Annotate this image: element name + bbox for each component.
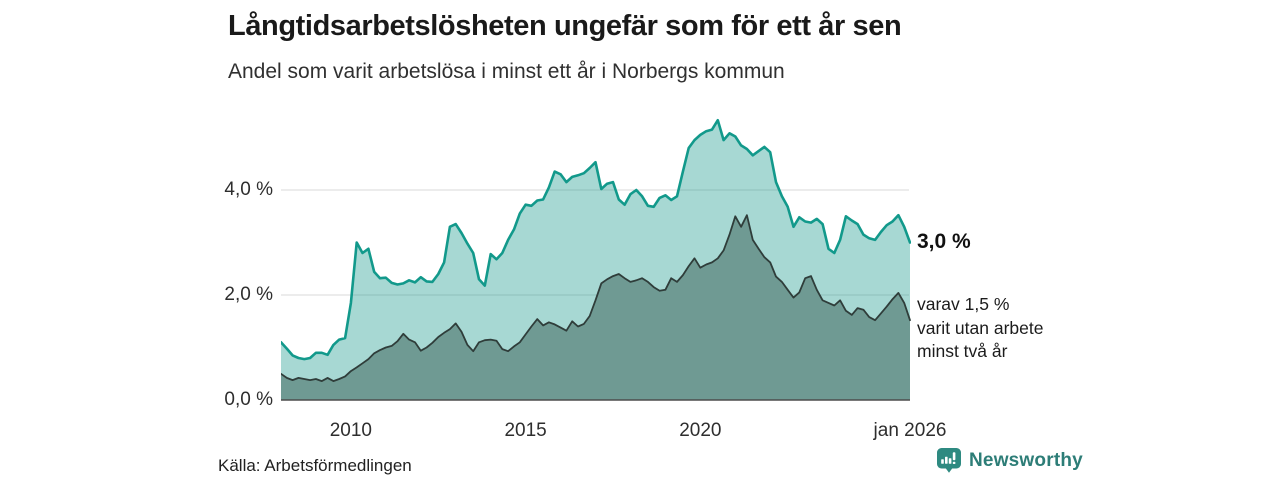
annotation-line: minst två år [917, 341, 1008, 361]
x-axis-tick-label: 2020 [679, 420, 722, 441]
plot-area [281, 118, 911, 401]
brand-name: Newsworthy [969, 449, 1083, 471]
y-axis-tick-label: 0,0 % [224, 389, 273, 410]
source-note: Källa: Arbetsförmedlingen [218, 456, 412, 475]
annotation-latest-sub: varav 1,5 % varit utan arbete minst två … [917, 293, 1043, 364]
page-title: Långtidsarbetslösheten ungefär som för e… [228, 10, 902, 42]
page-subtitle: Andel som varit arbetslösa i minst ett å… [228, 60, 785, 83]
annotation-line: varav 1,5 % [917, 294, 1010, 314]
newsworthy-logo-icon [937, 448, 961, 473]
brand-logo: Newsworthy [936, 447, 1083, 474]
y-axis-tick-label: 2,0 % [224, 284, 273, 305]
x-axis-tick-label: 2010 [329, 420, 373, 441]
y-axis-tick-label: 4,0 % [224, 179, 273, 200]
x-axis-tick-label: 2015 [504, 420, 547, 441]
annotation-latest-total: 3,0 % [917, 230, 971, 253]
annotation-line: varit utan arbete [917, 317, 1044, 338]
x-axis-tick-label: jan 2026 [873, 420, 947, 441]
